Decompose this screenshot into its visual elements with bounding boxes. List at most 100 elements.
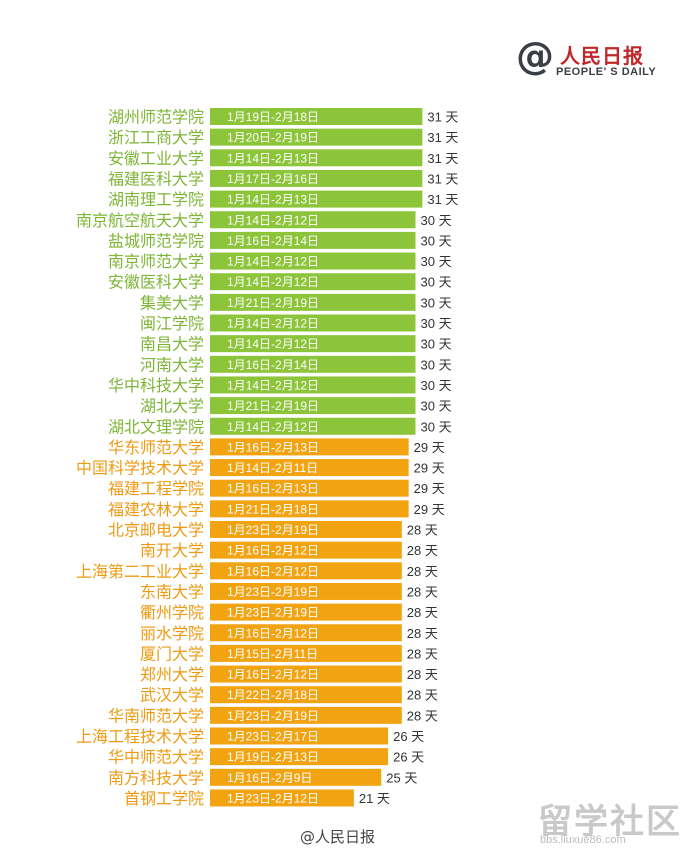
bar: [210, 314, 416, 332]
days-label: 30 天: [421, 233, 452, 248]
days-label: 28 天: [407, 626, 438, 641]
category-label: 华中科技大学: [108, 376, 204, 395]
date-range-label: 1月23日-2月19日: [227, 606, 319, 620]
bar: [210, 459, 409, 477]
bar: [210, 190, 423, 208]
days-label: 30 天: [421, 399, 452, 414]
category-label: 盐城师范学院: [108, 231, 204, 250]
date-range-label: 1月16日-2月14日: [227, 234, 319, 248]
days-label: 29 天: [414, 440, 445, 455]
category-label: 华南师范大学: [108, 706, 204, 725]
weibo-credit: @人民日报: [300, 828, 376, 846]
days-label: 30 天: [421, 275, 452, 290]
bar: [210, 500, 409, 518]
bar: [210, 108, 423, 125]
date-range-label: 1月22日-2月18日: [227, 688, 319, 702]
date-range-label: 1月20日-2月19日: [227, 131, 319, 145]
bar: [210, 479, 409, 497]
date-range-label: 1月14日-2月12日: [227, 378, 319, 392]
date-range-label: 1月14日-2月13日: [227, 193, 319, 207]
date-range-label: 1月23日-2月19日: [227, 709, 319, 723]
date-range-label: 1月16日-2月12日: [227, 668, 319, 682]
days-label: 29 天: [414, 481, 445, 496]
date-range-label: 1月14日-2月11日: [227, 461, 318, 475]
date-range-label: 1月16日-2月12日: [227, 544, 319, 558]
bar: [210, 169, 423, 187]
bar: [210, 748, 389, 766]
days-label: 21 天: [359, 791, 390, 806]
days-label: 26 天: [393, 729, 424, 744]
date-range-label: 1月16日-2月13日: [227, 440, 319, 454]
category-label: 丽水学院: [140, 624, 204, 643]
category-label: 集美大学: [140, 293, 204, 312]
days-label: 26 天: [393, 750, 424, 765]
date-range-label: 1月16日-2月9日: [227, 771, 312, 785]
date-range-label: 1月23日-2月12日: [227, 791, 319, 805]
watermark: 留学社区: [538, 802, 682, 842]
category-label: 河南大学: [140, 355, 204, 374]
days-label: 25 天: [386, 770, 417, 785]
days-label: 30 天: [421, 213, 452, 228]
category-label: 福建医科大学: [108, 169, 204, 188]
category-label: 华东师范大学: [108, 438, 204, 457]
days-label: 28 天: [407, 564, 438, 579]
date-range-label: 1月19日-2月18日: [227, 110, 319, 124]
days-label: 28 天: [407, 646, 438, 661]
logo-name-en: PEOPLE' S DAILY: [556, 66, 657, 78]
date-range-label: 1月16日-2月14日: [227, 358, 319, 372]
date-range-label: 1月14日-2月12日: [227, 317, 319, 331]
category-label: 首钢工学院: [124, 789, 204, 808]
date-range-label: 1月19日-2月13日: [227, 750, 319, 764]
bar: [210, 665, 402, 683]
logo-name-cn: 人民日报: [560, 44, 644, 68]
bar: [210, 252, 416, 270]
days-label: 30 天: [421, 378, 452, 393]
days-label: 30 天: [421, 419, 452, 434]
category-label: 闽江学院: [140, 314, 204, 333]
days-label: 31 天: [427, 110, 458, 125]
days-label: 31 天: [427, 171, 458, 186]
at-symbol: @: [516, 34, 554, 78]
days-label: 28 天: [407, 543, 438, 558]
category-label: 福建农林大学: [108, 500, 204, 519]
category-label: 厦门大学: [140, 644, 204, 663]
bar: [210, 417, 416, 435]
date-range-label: 1月21日-2月19日: [227, 296, 319, 310]
watermark-url: bbs.liuxue86.com: [540, 834, 626, 846]
date-range-label: 1月23日-2月19日: [227, 585, 319, 599]
category-label: 上海工程技术大学: [76, 727, 204, 746]
bar: [210, 521, 402, 538]
days-label: 28 天: [407, 667, 438, 682]
date-range-label: 1月14日-2月12日: [227, 255, 319, 269]
bar: [210, 273, 416, 291]
days-label: 30 天: [421, 337, 452, 352]
days-label: 31 天: [427, 130, 458, 145]
category-label: 北京邮电大学: [108, 521, 204, 540]
bar: [210, 541, 402, 559]
category-label: 南京师范大学: [108, 252, 204, 271]
bar: [210, 128, 423, 146]
date-range-label: 1月23日-2月17日: [227, 730, 319, 744]
category-label: 浙江工商大学: [108, 128, 204, 147]
category-label: 安徽工业大学: [108, 149, 204, 168]
date-range-label: 1月23日-2月19日: [227, 523, 319, 537]
date-range-label: 1月21日-2月18日: [227, 502, 319, 516]
category-label: 郑州大学: [140, 665, 204, 684]
category-label: 中国科学技术大学: [76, 459, 204, 478]
category-label: 上海第二工业大学: [76, 562, 204, 581]
days-label: 31 天: [427, 151, 458, 166]
category-label: 武汉大学: [140, 686, 204, 705]
days-label: 30 天: [421, 316, 452, 331]
date-range-label: 1月14日-2月13日: [227, 151, 319, 165]
bar: [210, 603, 402, 621]
category-label: 福建工程学院: [108, 479, 204, 498]
bar: [210, 789, 354, 807]
category-label: 安徽医科大学: [108, 273, 204, 292]
peoples-daily-logo: @ 人民日报 PEOPLE' S DAILY: [516, 34, 676, 86]
days-label: 29 天: [414, 502, 445, 517]
bar: [210, 727, 389, 745]
bar: [210, 397, 416, 415]
bar: [210, 231, 416, 249]
bar: [210, 768, 382, 786]
